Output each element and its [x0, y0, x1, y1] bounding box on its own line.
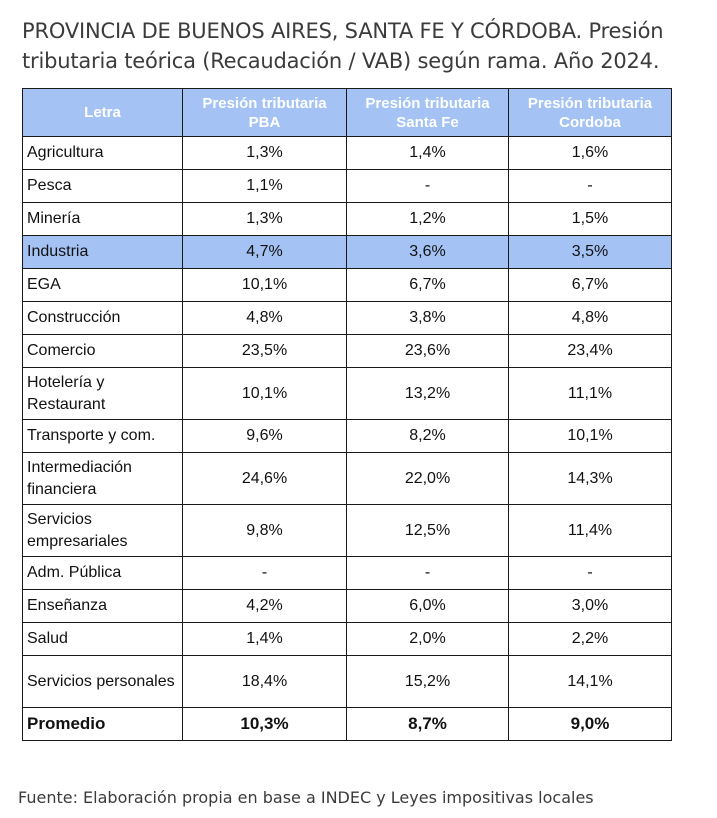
cell-cordoba: 10,1% [508, 419, 672, 453]
table-body: Agricultura 1,3% 1,4% 1,6% Pesca 1,1% - - Minerí… [22, 136, 672, 708]
cell-santa-fe: 3,6% [346, 235, 509, 269]
cell-cordoba: 3,5% [508, 235, 672, 269]
cell-cordoba: 11,1% [508, 367, 672, 420]
cell-santa-fe: 3,8% [346, 301, 509, 335]
cell-cordoba: - [508, 169, 672, 203]
row-label: Salud [22, 622, 183, 656]
source-footnote: Fuente: Elaboración propia en base a IND… [18, 788, 594, 807]
cell-santa-fe: 2,0% [346, 622, 509, 656]
average-pba: 10,3% [182, 707, 347, 741]
header-letra: Letra [22, 88, 183, 137]
table-row: Transporte y com. 9,6% 8,2% 10,1% [22, 419, 672, 453]
cell-pba: - [182, 556, 347, 590]
cell-cordoba: 1,5% [508, 202, 672, 236]
cell-santa-fe: 15,2% [346, 655, 509, 708]
cell-santa-fe: 13,2% [346, 367, 509, 420]
average-cordoba: 9,0% [508, 707, 672, 741]
table-row: Construcción 4,8% 3,8% 4,8% [22, 301, 672, 335]
cell-pba: 1,3% [182, 136, 347, 170]
row-label: Transporte y com. [22, 419, 183, 453]
row-label: Agricultura [22, 136, 183, 170]
cell-pba: 9,8% [182, 504, 347, 557]
cell-pba: 10,1% [182, 268, 347, 302]
cell-cordoba: 14,1% [508, 655, 672, 708]
table-row: Enseñanza 4,2% 6,0% 3,0% [22, 589, 672, 623]
row-label: Pesca [22, 169, 183, 203]
cell-santa-fe: 12,5% [346, 504, 509, 557]
cell-cordoba: 11,4% [508, 504, 672, 557]
cell-pba: 1,3% [182, 202, 347, 236]
average-santa-fe: 8,7% [346, 707, 509, 741]
row-label: EGA [22, 268, 183, 302]
table-row: Adm. Pública - - - [22, 556, 672, 590]
cell-cordoba: 3,0% [508, 589, 672, 623]
cell-santa-fe: 8,2% [346, 419, 509, 453]
table-row: Intermediación financiera 24,6% 22,0% 14,3% [22, 452, 672, 505]
row-label: Comercio [22, 334, 183, 368]
cell-cordoba: - [508, 556, 672, 590]
cell-pba: 4,2% [182, 589, 347, 623]
table-row: Comercio 23,5% 23,6% 23,4% [22, 334, 672, 368]
cell-santa-fe: 6,7% [346, 268, 509, 302]
table-row: EGA 10,1% 6,7% 6,7% [22, 268, 672, 302]
cell-cordoba: 4,8% [508, 301, 672, 335]
cell-pba: 1,1% [182, 169, 347, 203]
table-header-row: Letra Presión tributaria PBA Presión tri… [22, 88, 672, 137]
cell-santa-fe: 1,2% [346, 202, 509, 236]
cell-pba: 23,5% [182, 334, 347, 368]
row-label: Hotelería y Restaurant [22, 367, 183, 420]
cell-pba: 4,7% [182, 235, 347, 269]
row-label: Adm. Pública [22, 556, 183, 590]
header-santa-fe: Presión tributaria Santa Fe [346, 88, 509, 137]
row-label: Construcción [22, 301, 183, 335]
table-row: Hotelería y Restaurant 10,1% 13,2% 11,1% [22, 367, 672, 420]
cell-pba: 1,4% [182, 622, 347, 656]
page-title: PROVINCIA DE BUENOS AIRES, SANTA FE Y CÓ… [22, 19, 664, 73]
cell-santa-fe: 6,0% [346, 589, 509, 623]
cell-santa-fe: 1,4% [346, 136, 509, 170]
cell-pba: 18,4% [182, 655, 347, 708]
table-row: Salud 1,4% 2,0% 2,2% [22, 622, 672, 656]
tax-pressure-table: Letra Presión tributaria PBA Presión tri… [22, 88, 672, 741]
table-row: Servicios personales 18,4% 15,2% 14,1% [22, 655, 672, 708]
row-label: Minería [22, 202, 183, 236]
cell-cordoba: 14,3% [508, 452, 672, 505]
row-label: Industria [22, 235, 183, 269]
header-cordoba: Presión tributaria Cordoba [508, 88, 672, 137]
cell-cordoba: 23,4% [508, 334, 672, 368]
cell-cordoba: 1,6% [508, 136, 672, 170]
cell-pba: 9,6% [182, 419, 347, 453]
cell-cordoba: 6,7% [508, 268, 672, 302]
table-row: Minería 1,3% 1,2% 1,5% [22, 202, 672, 236]
table-row: Industria 4,7% 3,6% 3,5% [22, 235, 672, 269]
row-label: Servicios personales [22, 655, 183, 708]
header-pba: Presión tributaria PBA [182, 88, 347, 137]
cell-pba: 10,1% [182, 367, 347, 420]
average-row: Promedio 10,3% 8,7% 9,0% [22, 707, 672, 741]
cell-santa-fe: - [346, 169, 509, 203]
table-row: Agricultura 1,3% 1,4% 1,6% [22, 136, 672, 170]
table-row: Pesca 1,1% - - [22, 169, 672, 203]
row-label: Servicios empresariales [22, 504, 183, 557]
cell-santa-fe: - [346, 556, 509, 590]
cell-pba: 4,8% [182, 301, 347, 335]
cell-santa-fe: 23,6% [346, 334, 509, 368]
average-label: Promedio [22, 707, 183, 741]
table-row: Servicios empresariales 9,8% 12,5% 11,4% [22, 504, 672, 557]
cell-pba: 24,6% [182, 452, 347, 505]
cell-cordoba: 2,2% [508, 622, 672, 656]
row-label: Intermediación financiera [22, 452, 183, 505]
cell-santa-fe: 22,0% [346, 452, 509, 505]
row-label: Enseñanza [22, 589, 183, 623]
